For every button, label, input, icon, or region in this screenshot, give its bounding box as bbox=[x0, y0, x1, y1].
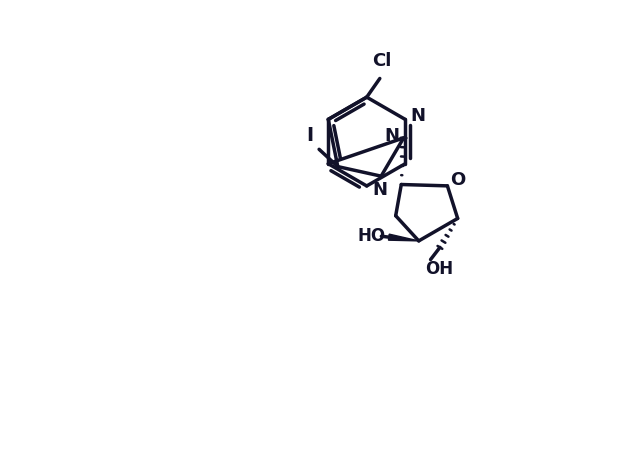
Text: I: I bbox=[306, 126, 314, 145]
Text: N: N bbox=[385, 127, 399, 145]
Polygon shape bbox=[388, 234, 419, 241]
Text: HO: HO bbox=[358, 227, 386, 245]
Text: O: O bbox=[450, 171, 465, 189]
Text: N: N bbox=[372, 180, 387, 199]
Text: N: N bbox=[411, 107, 426, 125]
Text: OH: OH bbox=[425, 260, 453, 278]
Text: Cl: Cl bbox=[372, 52, 392, 70]
